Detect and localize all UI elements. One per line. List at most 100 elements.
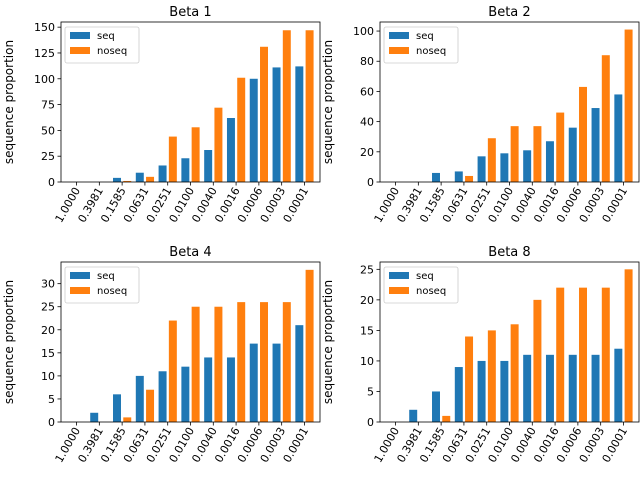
y-tick-label: 0 [48, 176, 55, 189]
legend-swatch-seq [70, 272, 90, 279]
bar-noseq-0.0251 [487, 330, 496, 422]
bar-noseq-0.1585 [442, 415, 451, 422]
y-tick-label: 15 [41, 347, 55, 360]
y-axis-label: sequence proportion [2, 280, 16, 404]
bar-seq-0.0001 [295, 325, 304, 422]
y-tick-label: 40 [360, 116, 374, 129]
legend: seq noseq [64, 266, 140, 304]
bar-noseq-0.0040 [533, 299, 542, 422]
bar-seq-0.0006 [568, 127, 577, 182]
bar-seq-0.3981 [409, 409, 418, 422]
legend-swatch-seq [389, 272, 409, 279]
bar-seq-0.0100 [500, 153, 509, 182]
y-tick-label: 15 [360, 324, 374, 337]
bar-seq-0.0040 [523, 354, 532, 422]
bar-seq-0.0016 [545, 354, 554, 422]
y-tick-label: 125 [34, 47, 55, 60]
y-tick-label: 20 [41, 324, 55, 337]
bar-seq-0.1585 [432, 391, 440, 422]
bar-noseq-0.1585 [123, 180, 132, 182]
bar-seq-0.0016 [226, 118, 235, 182]
bar-noseq-0.0016 [237, 302, 246, 422]
y-tick-label: 60 [360, 85, 374, 98]
bar-seq-0.1585 [113, 177, 121, 182]
bar-seq-0.0631 [454, 367, 463, 422]
bar-noseq-0.0001 [305, 30, 314, 183]
bar-noseq-0.0251 [168, 136, 177, 182]
chart-panel-4: 05101520251.00000.39810.15850.06310.0251… [321, 245, 640, 465]
bar-seq-0.0003 [272, 343, 281, 422]
y-axis-label: sequence proportion [321, 280, 335, 404]
bar-seq-0.0100 [181, 158, 190, 182]
bar-noseq-0.1585 [123, 417, 132, 422]
legend-swatch-noseq [389, 287, 409, 294]
bar-noseq-0.0003 [601, 287, 610, 422]
bar-seq-0.0016 [226, 357, 235, 422]
bar-noseq-0.0251 [168, 320, 177, 422]
y-tick-label: 20 [360, 294, 374, 307]
bar-seq-0.0100 [500, 360, 509, 422]
y-tick-label: 5 [48, 393, 55, 406]
legend: seq noseq [383, 26, 459, 64]
y-tick-label: 0 [48, 416, 55, 429]
bar-noseq-0.0016 [556, 112, 565, 182]
y-axis-label: sequence proportion [2, 40, 16, 164]
y-tick-label: 100 [34, 73, 55, 86]
y-tick-label: 100 [353, 25, 374, 38]
chart-title: Beta 1 [169, 5, 211, 20]
bar-noseq-0.0040 [533, 126, 542, 182]
y-tick-label: 0 [367, 176, 374, 189]
y-tick-label: 75 [41, 99, 55, 112]
bar-seq-0.0251 [158, 165, 167, 182]
y-tick-label: 150 [34, 21, 55, 34]
bar-seq-0.0251 [477, 360, 486, 422]
y-tick-label: 5 [367, 385, 374, 398]
bar-seq-0.0251 [158, 371, 167, 422]
bar-noseq-0.0040 [214, 306, 223, 422]
legend-label-seq: seq [416, 31, 434, 42]
bar-noseq-0.0631 [146, 176, 155, 182]
y-tick-label: 0 [367, 416, 374, 429]
y-tick-label: 30 [41, 278, 55, 291]
bar-seq-0.1585 [113, 394, 121, 422]
bar-noseq-0.0100 [191, 306, 200, 422]
y-tick-label: 80 [360, 55, 374, 68]
bar-noseq-0.0631 [465, 175, 474, 182]
chart-title: Beta 2 [488, 5, 530, 20]
legend-label-noseq: noseq [416, 286, 446, 297]
chart-panel-2: 0204060801001.00000.39810.15850.06310.02… [321, 5, 640, 225]
chart-title: Beta 8 [488, 245, 530, 260]
bar-noseq-0.0016 [556, 287, 565, 422]
bar-noseq-0.0100 [510, 324, 519, 422]
bar-seq-0.0631 [135, 172, 144, 182]
legend-label-seq: seq [416, 271, 434, 282]
legend: seq noseq [64, 26, 140, 64]
bar-noseq-0.0016 [237, 77, 246, 182]
y-tick-label: 50 [41, 124, 55, 137]
legend-swatch-noseq [70, 287, 90, 294]
bar-seq-0.0631 [454, 171, 463, 182]
legend-swatch-noseq [389, 47, 409, 54]
bar-seq-0.0001 [614, 94, 623, 182]
y-tick-label: 10 [360, 355, 374, 368]
y-tick-label: 25 [41, 301, 55, 314]
bar-noseq-0.0006 [260, 302, 268, 422]
bar-noseq-0.0631 [465, 336, 474, 422]
chart-panel-3: 0510152025301.00000.39810.15850.06310.02… [2, 245, 321, 465]
bar-noseq-0.0006 [579, 86, 587, 182]
bar-seq-0.0003 [272, 67, 281, 182]
bar-noseq-0.0100 [510, 126, 519, 182]
legend: seq noseq [383, 266, 459, 304]
bar-seq-0.1585 [432, 172, 440, 182]
bar-seq-0.0006 [249, 343, 258, 422]
y-tick-label: 25 [41, 150, 55, 163]
legend-swatch-seq [70, 32, 90, 39]
bar-seq-0.0016 [545, 141, 554, 182]
bar-seq-0.0631 [135, 375, 144, 422]
y-axis-label: sequence proportion [321, 40, 335, 164]
bar-noseq-0.0001 [624, 269, 633, 422]
bar-noseq-0.0006 [579, 287, 587, 422]
bar-seq-0.0001 [614, 348, 623, 422]
bar-seq-0.0006 [568, 354, 577, 422]
